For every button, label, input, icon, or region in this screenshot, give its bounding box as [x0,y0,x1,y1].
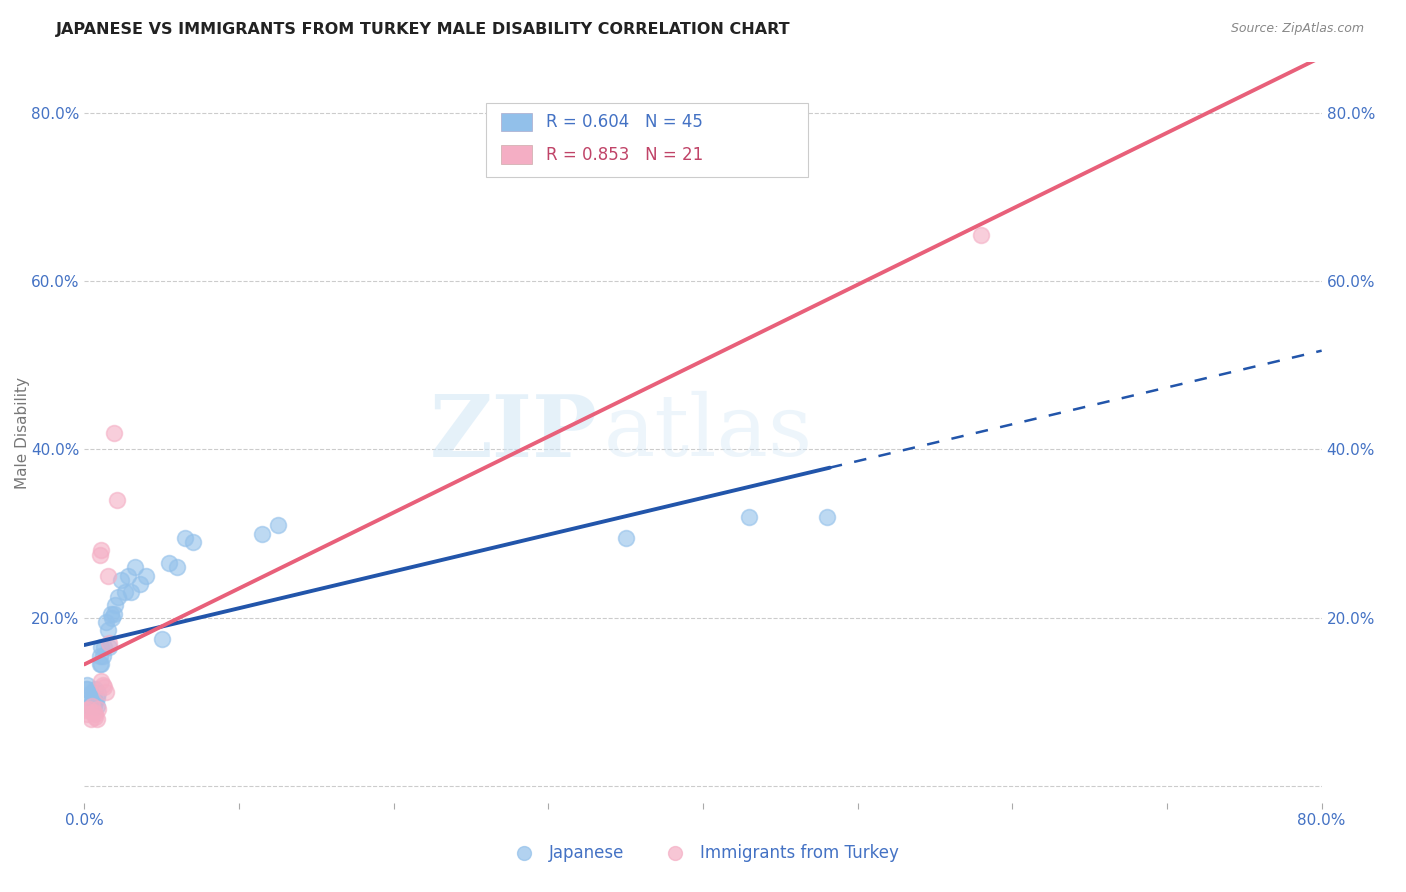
Point [87,686,110,700]
Point [117,568,139,582]
Point [135,568,157,582]
Point [79,712,101,726]
Legend: Japanese, Immigrants from Turkey: Japanese, Immigrants from Turkey [501,838,905,869]
Text: Source: ZipAtlas.com: Source: ZipAtlas.com [1230,22,1364,36]
Point [110,573,132,587]
Point [150,632,173,646]
Point [84,707,107,722]
Point [104,598,127,612]
Point [970,227,993,242]
Point [89,657,111,671]
Point [96,568,118,582]
Point [815,509,838,524]
Point [83,699,105,714]
Point [91,678,114,692]
Point [181,535,204,549]
Point [90,657,112,671]
Point [93,680,115,694]
Point [101,610,124,624]
Point [94,685,117,699]
Point [166,560,188,574]
Point [82,699,104,714]
Point [77,699,100,714]
Point [86,699,108,714]
Point [250,526,273,541]
FancyBboxPatch shape [486,103,808,178]
Point [84,710,107,724]
Point [76,678,98,692]
Point [129,577,152,591]
Point [267,518,290,533]
Point [90,673,112,688]
Point [86,690,108,705]
Point [89,648,111,663]
Point [614,531,637,545]
Point [86,712,108,726]
Point [75,703,97,717]
Text: ZIP: ZIP [430,391,598,475]
Text: atlas: atlas [605,391,813,475]
Point [105,492,128,507]
Y-axis label: Male Disability: Male Disability [15,376,30,489]
Point [90,543,112,558]
Point [83,690,105,705]
Point [124,560,146,574]
Point [82,690,104,705]
Point [75,682,97,697]
Point [82,695,104,709]
Text: R = 0.604   N = 45: R = 0.604 N = 45 [546,113,703,131]
Point [98,640,121,655]
Point [87,701,110,715]
Point [96,624,118,638]
Point [93,640,115,655]
Point [103,425,125,440]
Point [89,548,111,562]
Point [98,636,121,650]
FancyBboxPatch shape [502,145,533,164]
Point [159,556,180,570]
Point [77,701,100,715]
Point [84,682,107,697]
Point [83,705,105,719]
Point [91,648,114,663]
Point [76,682,98,697]
Point [84,695,107,709]
Point [76,707,98,722]
Point [94,615,117,629]
Point [120,585,142,599]
Text: R = 0.853   N = 21: R = 0.853 N = 21 [546,146,703,164]
Text: JAPANESE VS IMMIGRANTS FROM TURKEY MALE DISABILITY CORRELATION CHART: JAPANESE VS IMMIGRANTS FROM TURKEY MALE … [56,22,790,37]
Point [100,607,122,621]
Point [90,640,112,655]
Point [738,509,761,524]
Point [114,585,136,599]
Point [103,607,125,621]
FancyBboxPatch shape [502,112,533,131]
Point [79,686,101,700]
Point [107,590,129,604]
Point [174,531,197,545]
